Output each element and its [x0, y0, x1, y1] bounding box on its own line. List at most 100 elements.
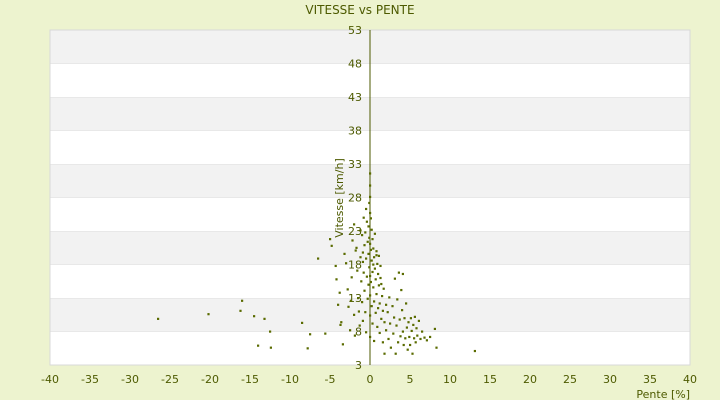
data-point — [376, 325, 379, 329]
data-point — [367, 283, 370, 286]
data-point — [376, 262, 379, 266]
data-point — [363, 289, 366, 292]
data-point — [365, 207, 368, 211]
data-point — [339, 323, 342, 326]
data-point — [369, 314, 372, 317]
data-point — [353, 223, 356, 226]
data-point — [257, 344, 260, 347]
data-point — [372, 286, 375, 289]
data-point — [370, 305, 373, 308]
data-point — [371, 322, 374, 325]
data-point — [399, 335, 402, 338]
x-tick-label: 15 — [483, 373, 497, 386]
data-point — [351, 239, 354, 242]
data-point — [241, 299, 244, 302]
data-point — [361, 301, 364, 304]
data-point — [335, 278, 338, 281]
data-point — [403, 317, 406, 320]
data-point — [410, 329, 413, 333]
y-tick-label: 18 — [348, 259, 362, 272]
x-tick-label: -10 — [281, 373, 299, 386]
data-point — [374, 278, 377, 281]
x-tick-label: 40 — [683, 373, 697, 386]
data-point — [365, 275, 368, 278]
data-point — [392, 332, 395, 335]
data-point — [359, 256, 362, 259]
data-point — [360, 280, 363, 283]
data-point — [253, 315, 256, 318]
data-point — [369, 172, 372, 175]
data-point — [309, 333, 312, 336]
data-point — [380, 317, 383, 320]
data-point — [359, 229, 362, 232]
x-tick-labels: -40 -35 -30 -25 -20 -15 -10 -5 0 5 10 15 20 25 30 35 40 — [41, 373, 697, 386]
data-point — [301, 321, 304, 324]
data-point — [373, 339, 376, 343]
data-point — [365, 220, 368, 223]
data-point — [324, 332, 327, 335]
data-point — [383, 352, 386, 355]
data-point — [353, 313, 356, 316]
x-tick-label: -25 — [161, 373, 179, 386]
chart-title: VITESSE vs PENTE — [305, 3, 414, 17]
data-point — [380, 282, 383, 286]
data-point — [404, 337, 407, 340]
data-point — [374, 311, 377, 314]
data-point — [340, 321, 343, 324]
y-tick-label: 13 — [348, 292, 362, 305]
x-tick-label: 0 — [367, 373, 374, 386]
data-point — [353, 334, 356, 337]
x-tick-label: 25 — [563, 373, 577, 386]
data-point — [407, 321, 410, 324]
data-point — [361, 234, 364, 237]
data-point — [346, 288, 349, 291]
data-point — [349, 299, 352, 302]
data-point — [361, 319, 364, 322]
data-point — [377, 254, 380, 257]
x-tick-label: -30 — [121, 373, 139, 386]
data-point — [405, 302, 408, 305]
data-point — [369, 211, 372, 215]
data-point — [379, 264, 382, 268]
x-tick-label: 5 — [407, 373, 414, 386]
data-point — [401, 272, 404, 276]
data-point — [354, 249, 357, 252]
data-point — [396, 298, 399, 301]
data-point — [429, 335, 432, 339]
data-point — [367, 252, 370, 255]
data-point — [417, 319, 420, 322]
data-point — [239, 309, 242, 312]
data-point — [375, 254, 378, 257]
data-point — [415, 327, 418, 330]
data-point — [369, 294, 372, 297]
x-tick-label: 20 — [523, 373, 537, 386]
data-point — [365, 257, 368, 260]
data-point — [157, 317, 160, 320]
data-point — [362, 271, 365, 274]
data-point — [413, 337, 416, 340]
data-point — [378, 331, 381, 335]
data-point — [363, 244, 366, 247]
data-point — [337, 303, 340, 306]
data-point — [383, 321, 386, 324]
data-point — [387, 337, 390, 341]
data-point — [411, 352, 414, 355]
data-point — [389, 346, 392, 349]
data-point — [345, 262, 348, 265]
scatter-points — [157, 172, 476, 355]
x-tick-label: 10 — [443, 373, 457, 386]
data-point — [349, 329, 352, 332]
data-point — [371, 238, 374, 241]
data-point — [386, 311, 389, 314]
data-point — [369, 195, 372, 199]
data-point — [369, 184, 372, 187]
data-point — [334, 264, 337, 268]
data-point — [412, 323, 415, 326]
x-tick-label: -35 — [81, 373, 99, 386]
data-point — [391, 305, 394, 308]
data-point — [365, 331, 368, 334]
x-tick-label: -15 — [241, 373, 259, 386]
data-point — [419, 337, 422, 341]
data-point — [350, 276, 353, 279]
